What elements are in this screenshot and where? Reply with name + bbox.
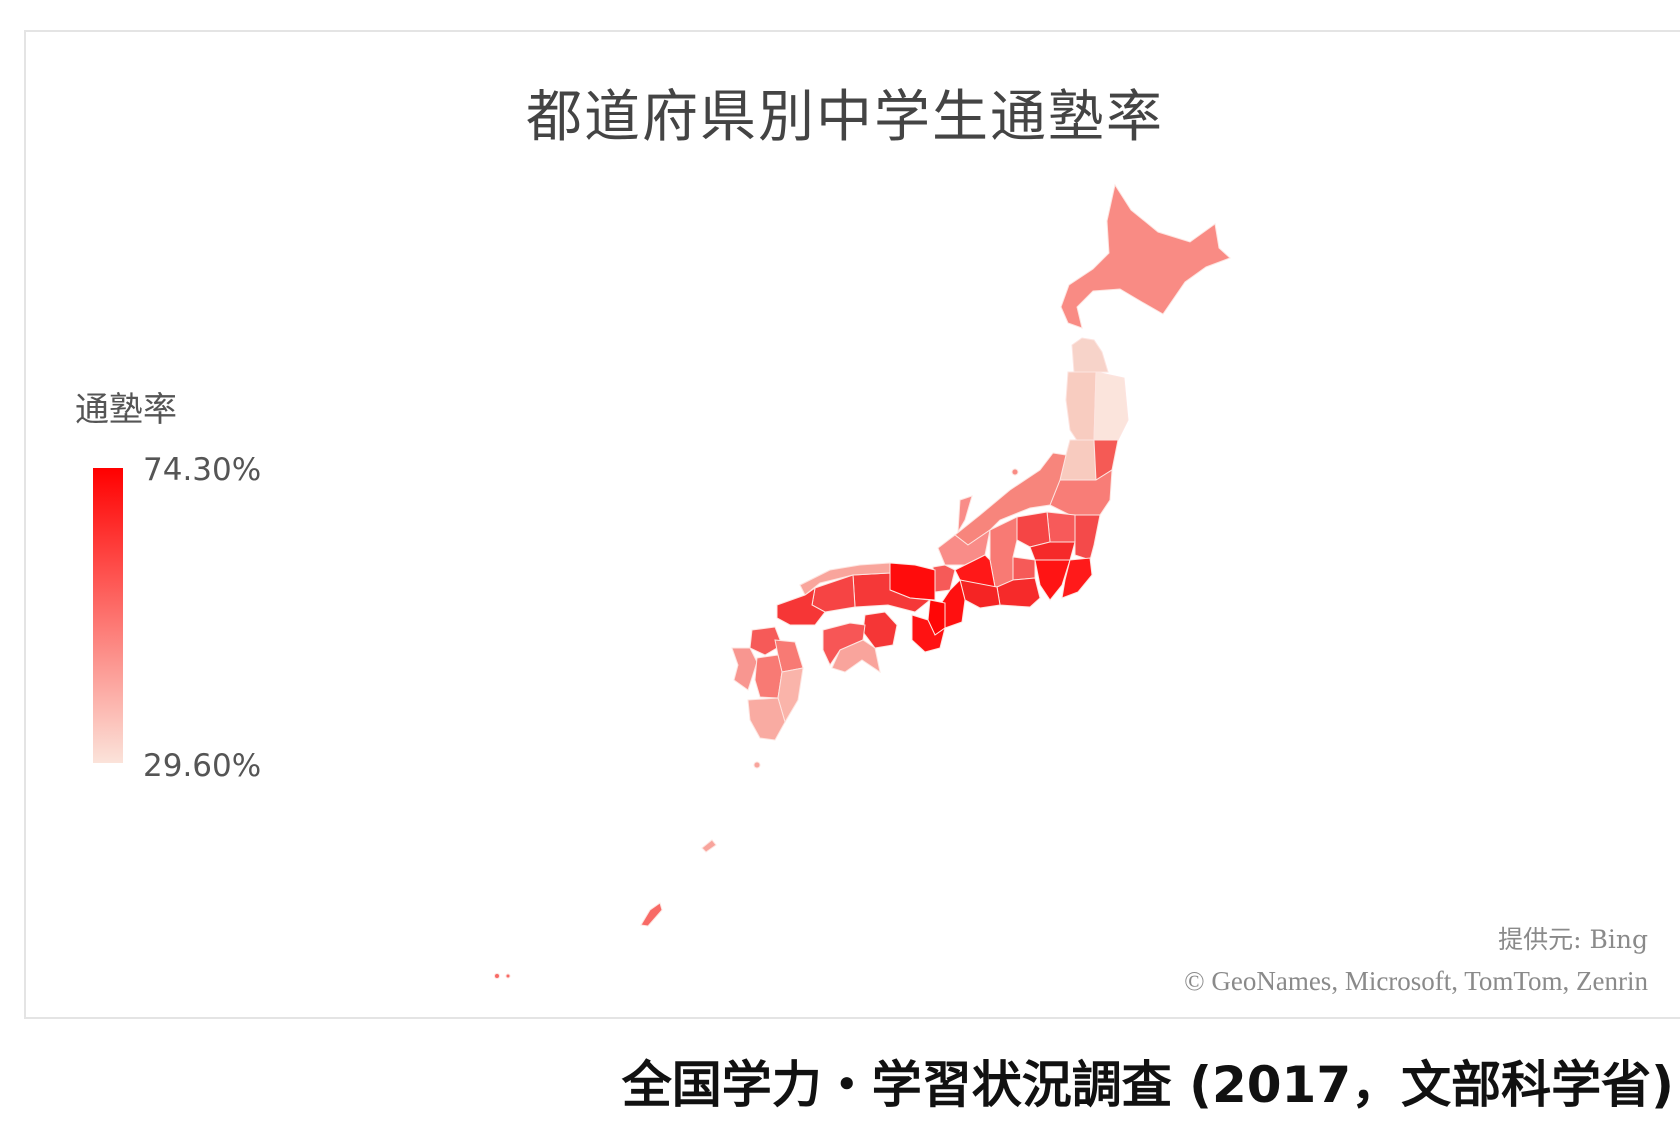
region-island[interactable] bbox=[505, 973, 511, 979]
region-aomori[interactable] bbox=[1071, 337, 1109, 373]
region-wakayama[interactable] bbox=[911, 614, 946, 653]
region-chiba[interactable] bbox=[1061, 557, 1093, 599]
region-amami[interactable] bbox=[701, 839, 717, 853]
map-frame bbox=[24, 30, 1680, 1019]
region-yamanashi[interactable] bbox=[1012, 556, 1036, 581]
map-provider-credit: 提供元: Bing bbox=[1498, 925, 1648, 954]
region-hokkaido[interactable] bbox=[1060, 183, 1231, 329]
legend-max-label: 74.30% bbox=[143, 452, 262, 488]
region-kochi[interactable] bbox=[831, 639, 881, 674]
region-island[interactable] bbox=[1011, 468, 1019, 476]
region-kagawa-tokushima[interactable] bbox=[862, 611, 898, 649]
region-fukuoka[interactable] bbox=[749, 626, 783, 656]
region-okinawa[interactable] bbox=[640, 902, 663, 927]
region-hokuriku[interactable] bbox=[937, 495, 991, 566]
region-akita[interactable] bbox=[1065, 371, 1097, 446]
region-island[interactable] bbox=[753, 761, 761, 769]
map-copyright: © GeoNames, Microsoft, TomTom, Zenrin bbox=[1184, 966, 1648, 996]
region-saitama[interactable] bbox=[1029, 541, 1076, 561]
region-ibaraki[interactable] bbox=[1074, 514, 1101, 561]
region-gunma[interactable] bbox=[1016, 511, 1051, 548]
region-yamagata[interactable] bbox=[1059, 439, 1097, 486]
map-title: 都道府県別中学生通塾率 bbox=[526, 85, 1164, 150]
legend-min-label: 29.60% bbox=[143, 748, 262, 784]
region-kagoshima[interactable] bbox=[747, 697, 786, 741]
region-tokyo-kanagawa[interactable] bbox=[1034, 559, 1071, 601]
region-island[interactable] bbox=[494, 973, 500, 979]
region-iwate[interactable] bbox=[1093, 371, 1129, 441]
legend-color-scale bbox=[93, 468, 123, 763]
region-osaka-hyogo[interactable] bbox=[852, 572, 932, 613]
region-miyazaki[interactable] bbox=[777, 667, 804, 724]
source-caption: 全国学力・学習状況調査 (2017，文部科学省) bbox=[621, 1056, 1674, 1114]
region-fukushima[interactable] bbox=[1049, 469, 1113, 516]
region-tochigi[interactable] bbox=[1046, 511, 1076, 543]
legend-title: 通塾率 bbox=[75, 390, 177, 430]
region-yamaguchi[interactable] bbox=[776, 586, 826, 626]
region-kumamoto[interactable] bbox=[754, 654, 783, 699]
region-saga-nagasaki[interactable] bbox=[731, 647, 758, 691]
